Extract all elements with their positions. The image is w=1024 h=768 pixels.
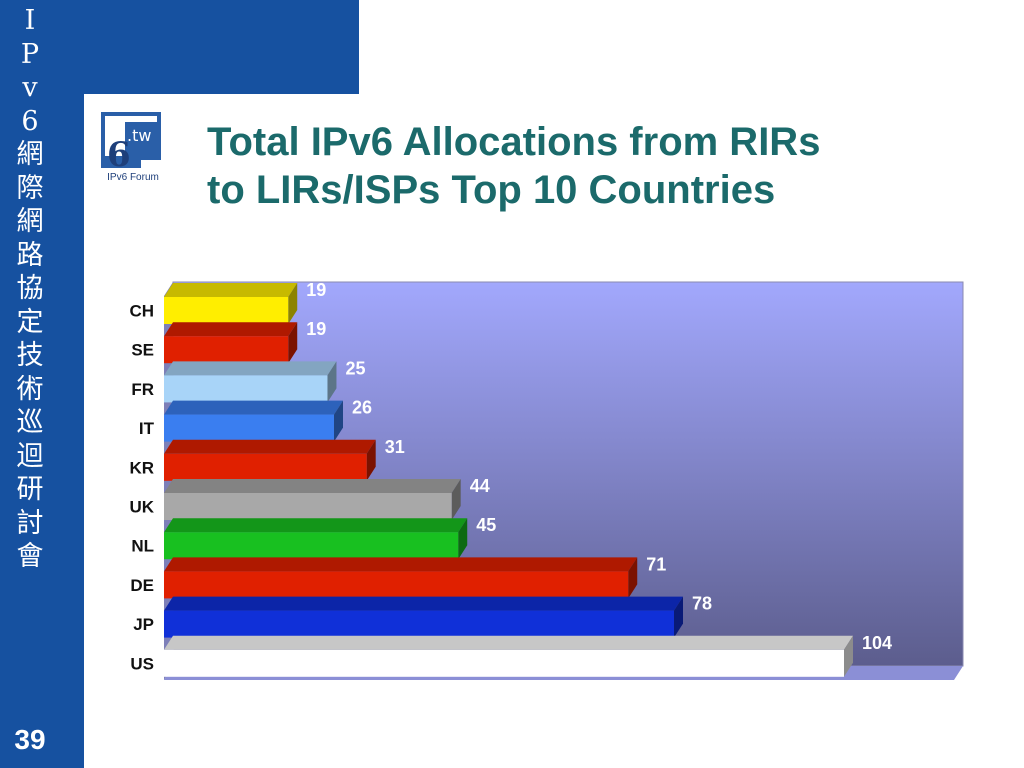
bar-de [164, 557, 637, 598]
category-label: IT [139, 419, 155, 438]
value-label: 25 [345, 358, 365, 378]
bar-front-face [164, 336, 288, 363]
bar-top-face [164, 597, 683, 611]
bar-top-face [164, 440, 376, 454]
bar-ch [164, 283, 297, 324]
bar-top-face [164, 557, 637, 571]
bar-jp [164, 597, 683, 638]
value-label: 104 [862, 633, 892, 653]
bar-front-face [164, 415, 334, 442]
bar-front-face [164, 532, 458, 559]
category-label: UK [129, 498, 154, 517]
category-label: US [130, 654, 154, 673]
category-label: KR [129, 458, 154, 477]
category-label: CH [129, 302, 154, 321]
bar-top-face [164, 479, 461, 493]
bar-top-face [164, 636, 853, 650]
category-label: NL [131, 537, 154, 556]
value-label: 26 [352, 398, 372, 418]
category-label: JP [133, 615, 154, 634]
bar-top-face [164, 401, 343, 415]
bar-it [164, 401, 343, 442]
value-label: 19 [306, 280, 326, 300]
category-label: SE [131, 341, 154, 360]
bar-se [164, 322, 297, 363]
value-label: 78 [692, 594, 712, 614]
bar-top-face [164, 283, 297, 297]
bar-kr [164, 440, 376, 481]
bar-us [164, 636, 853, 677]
category-label: DE [130, 576, 154, 595]
value-label: 31 [385, 437, 405, 457]
bar-front-face [164, 611, 674, 638]
bar-front-face [164, 375, 327, 402]
bar-top-face [164, 518, 467, 532]
bar-top-face [164, 322, 297, 336]
bar-uk [164, 479, 461, 520]
category-label: FR [131, 380, 154, 399]
bar-top-face [164, 361, 336, 375]
bar-front-face [164, 571, 628, 598]
bar-front-face [164, 454, 367, 481]
bar-front-face [164, 493, 452, 520]
bar-front-face [164, 650, 844, 677]
value-label: 71 [646, 554, 666, 574]
bar-front-face [164, 297, 288, 324]
bar-nl [164, 518, 467, 559]
value-label: 44 [470, 476, 490, 496]
bar-fr [164, 361, 336, 402]
value-label: 19 [306, 319, 326, 339]
value-label: 45 [476, 515, 496, 535]
